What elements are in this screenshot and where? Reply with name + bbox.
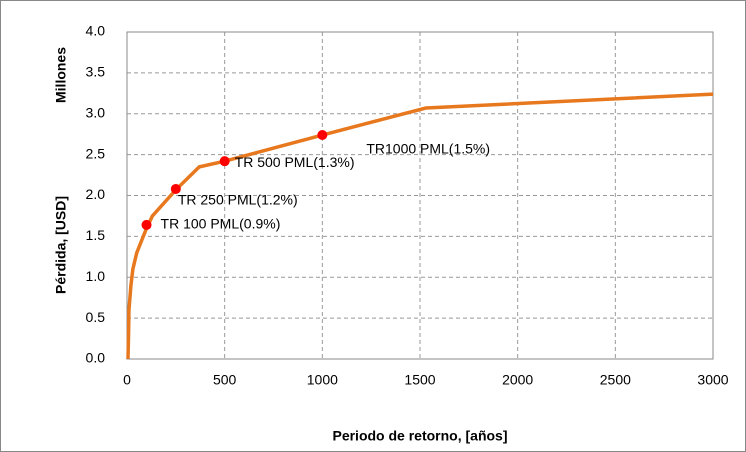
x-tick-label: 500 [213,372,237,388]
plot-border [126,31,714,360]
x-tick-label: 3000 [697,372,728,388]
point-label: TR 500 PML(1.3%) [235,154,355,170]
x-tick-label: 1500 [404,372,435,388]
y-tick-label: 2.5 [86,145,106,161]
y-tick-label: 4.0 [86,23,106,39]
point [317,130,328,141]
point-label: TR 250 PML(1.2%) [178,192,298,208]
x-tick-label: 0 [123,372,131,388]
x-axis-label: Periodo de retorno, [años] [332,428,507,444]
y-tick-label: 2.0 [86,186,106,202]
y-tick-label: 3.5 [86,64,106,80]
y-tick-label: 1.5 [86,227,106,243]
point [141,219,152,230]
y-axis-label: Pérdida, [USD] [53,196,69,294]
x-tick-label: 2000 [502,372,533,388]
point [170,183,181,194]
y-tick-label: 3.0 [86,104,106,120]
point-label: TR 100 PML(0.9%) [161,216,281,232]
x-tick-label: 1000 [307,372,338,388]
y-tick-label: 1.0 [86,268,106,284]
y-unit: Millones [53,47,69,103]
y-tick-label: 0.0 [86,350,106,366]
point-label: TR1000 PML(1.5%) [366,141,490,157]
y-tick-label: 0.5 [86,309,106,325]
x-tick-label: 2500 [600,372,631,388]
point [219,156,230,167]
